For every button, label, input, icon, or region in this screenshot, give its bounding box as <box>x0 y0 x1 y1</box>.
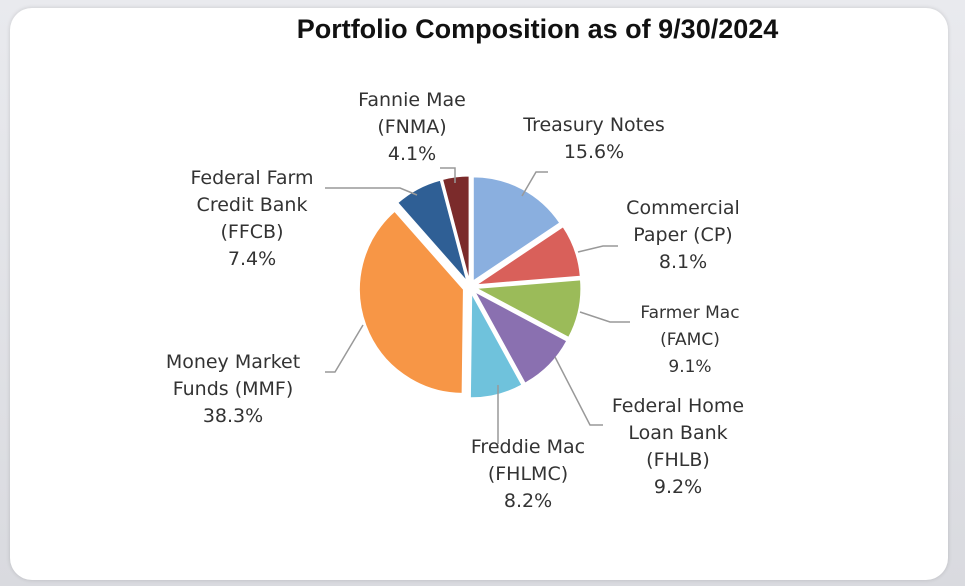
value-label: 8.1% <box>658 251 708 273</box>
pie-slice <box>397 179 468 282</box>
pie-slice <box>469 291 523 399</box>
value-label: 9.2% <box>653 476 703 498</box>
pie-slice <box>473 290 568 384</box>
category-label: Commercial Paper (CP) <box>626 197 740 246</box>
category-label: Fannie Mae (FNMA) <box>358 89 466 138</box>
value-label: 4.1% <box>387 143 437 165</box>
slice-label: Federal Home Loan Bank (FHLB) 9.2% <box>608 393 748 501</box>
slice-label: Commercial Paper (CP) 8.1% <box>618 195 748 276</box>
category-label: Federal Home Loan Bank (FHLB) <box>611 395 745 471</box>
leader-line <box>521 171 548 197</box>
value-label: 8.2% <box>503 490 553 512</box>
value-label: 15.6% <box>563 141 625 163</box>
leader-line <box>325 324 364 373</box>
pie-slice <box>475 279 582 339</box>
leader-line <box>440 167 456 183</box>
category-label: Treasury Notes <box>523 114 665 136</box>
slice-label: Money Market Funds (MMF) 38.3% <box>158 349 308 430</box>
slice-label: Federal Farm Credit Bank (FFCB) 7.4% <box>185 165 320 273</box>
pie-slice <box>474 226 581 286</box>
value-label: 7.4% <box>227 248 277 270</box>
slice-label: Fannie Mae (FNMA) 4.1% <box>352 87 472 168</box>
chart-title: Portfolio Composition as of 9/30/2024 <box>296 14 779 44</box>
leader-line <box>577 245 618 253</box>
category-label: Money Market Funds (MMF) <box>165 351 301 400</box>
pie-slice <box>472 176 561 282</box>
leader-line <box>554 356 603 426</box>
category-label: Farmer Mac (FAMC) <box>640 303 740 350</box>
category-label: Freddie Mac (FHLMC) <box>470 436 586 485</box>
slice-label: Treasury Notes 15.6% <box>504 112 684 166</box>
slice-label: Freddie Mac (FHLMC) 8.2% <box>463 434 593 515</box>
leader-line <box>325 187 418 196</box>
leader-line <box>579 311 630 323</box>
value-label: 38.3% <box>202 405 264 427</box>
value-label: 9.1% <box>668 357 712 377</box>
slice-label: Farmer Mac (FAMC) 9.1% <box>630 300 750 381</box>
pie-slice <box>358 210 464 394</box>
category-label: Federal Farm Credit Bank (FFCB) <box>190 167 314 243</box>
